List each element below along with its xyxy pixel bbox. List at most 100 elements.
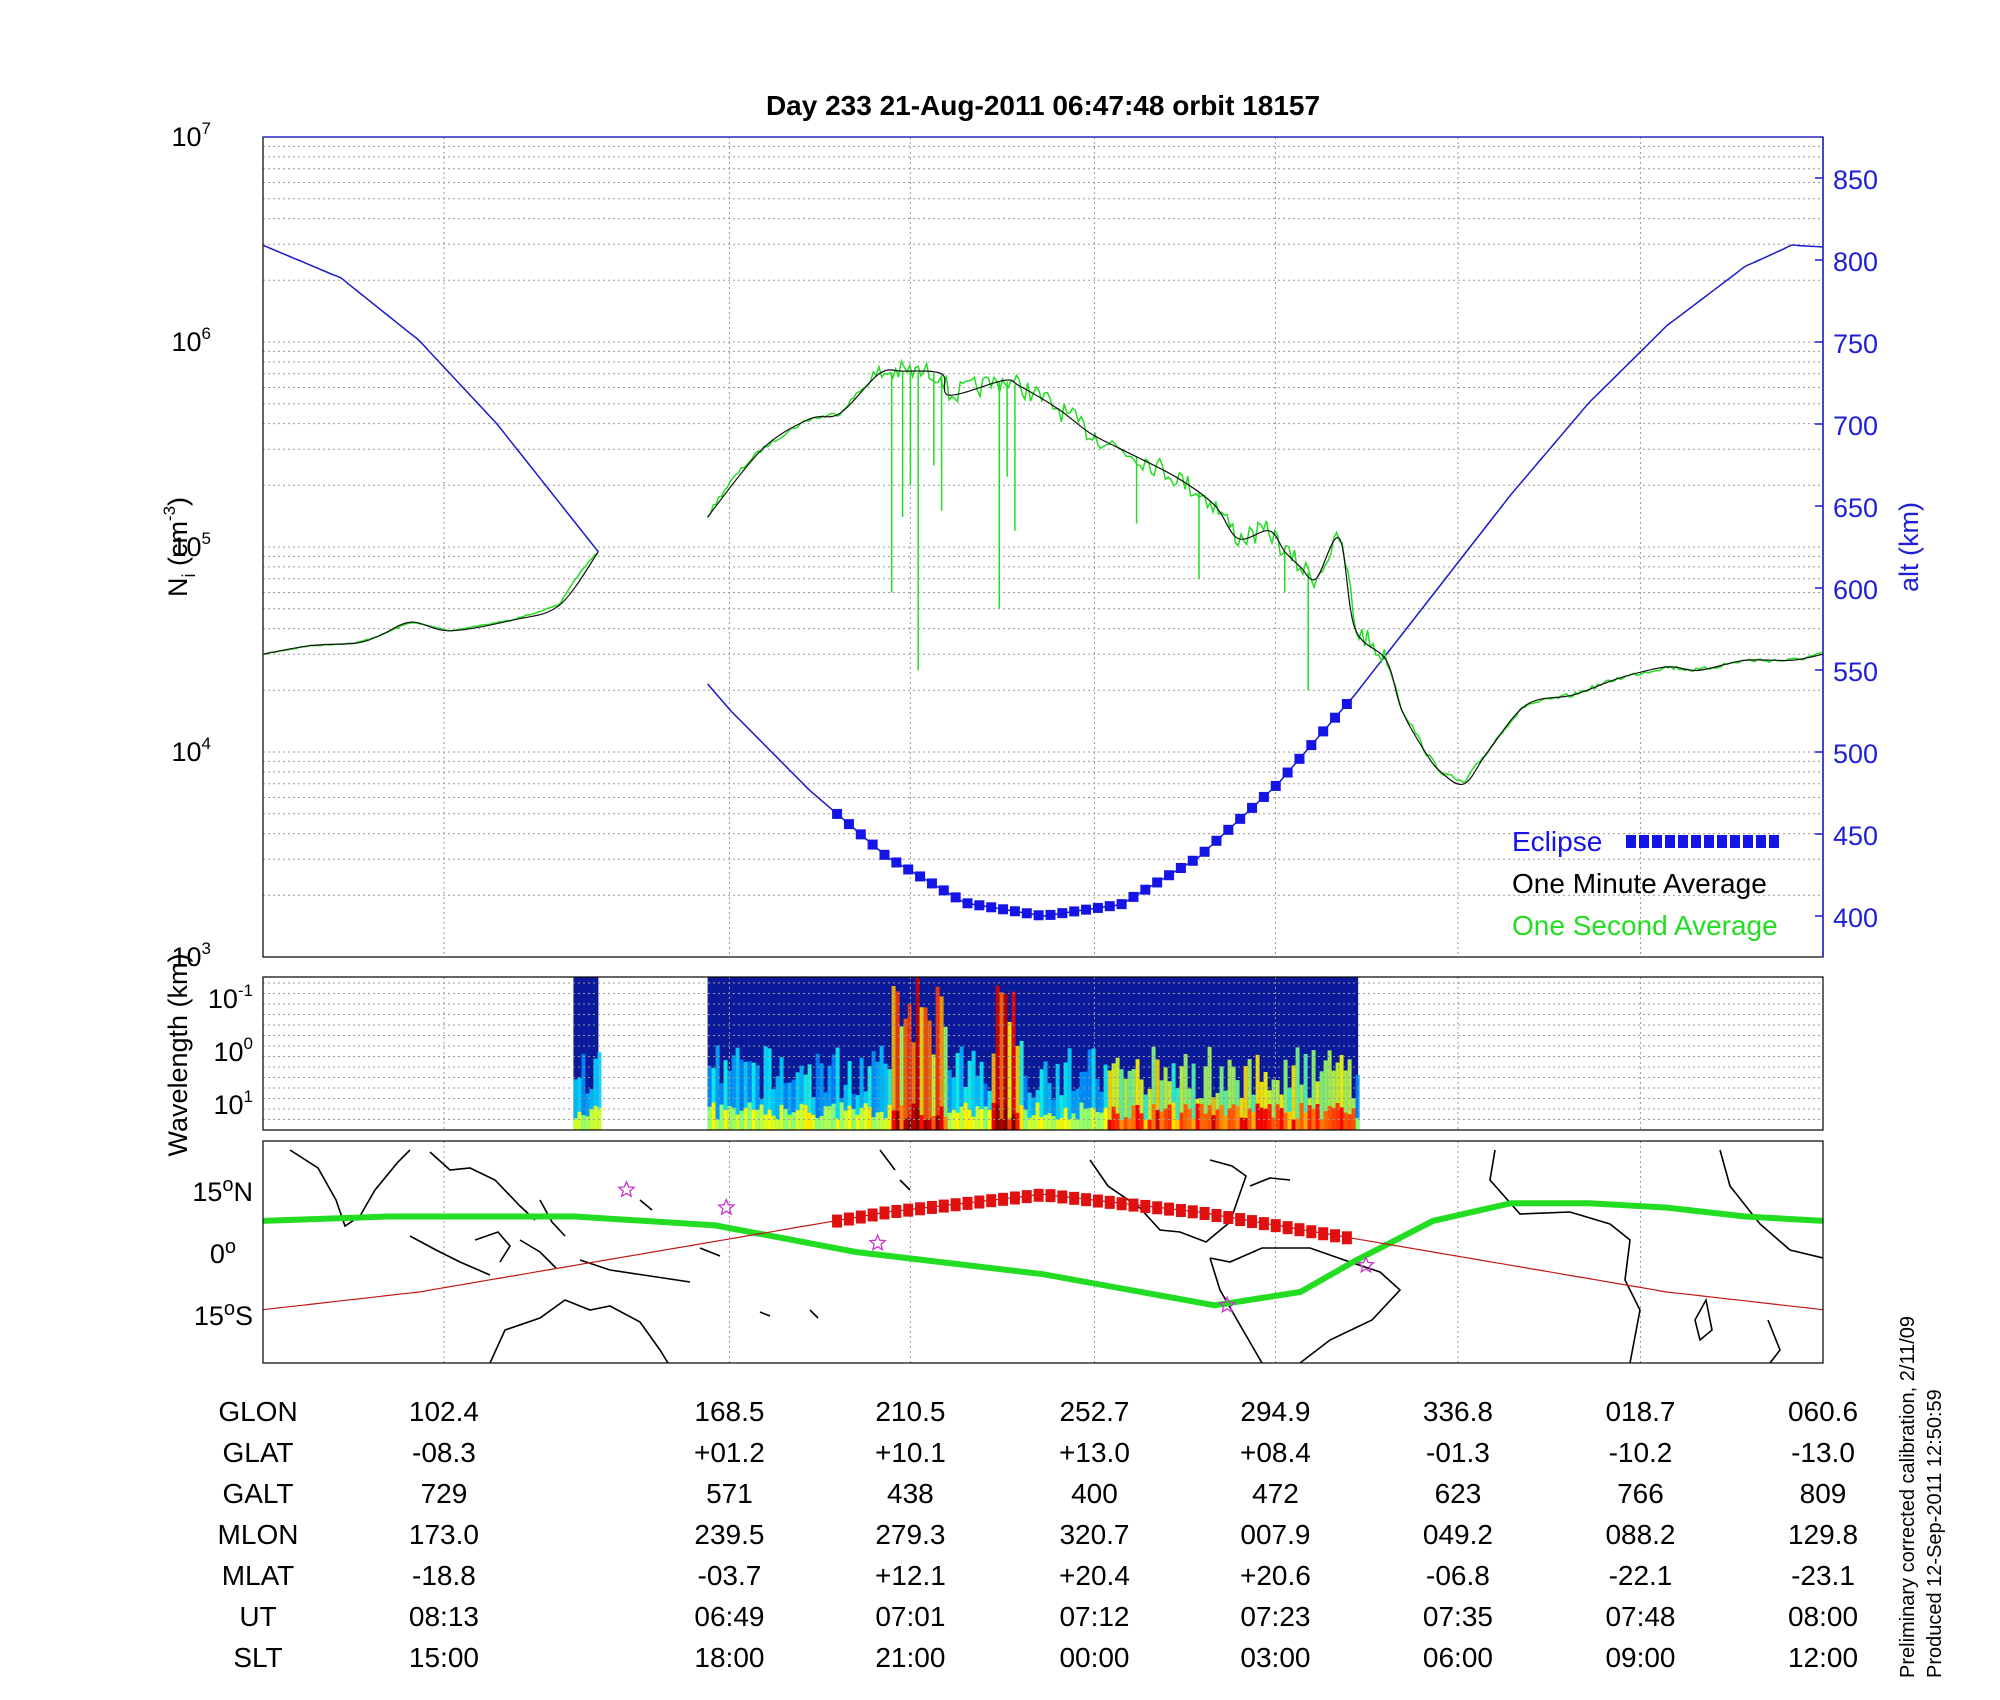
spectrogram-column-base <box>1179 1112 1184 1130</box>
eclipse-track-marker <box>998 1192 1009 1206</box>
spectrogram-column-base <box>1183 1104 1188 1130</box>
eclipse-marker <box>986 902 997 913</box>
spectrogram-column <box>1071 1090 1076 1130</box>
spectrogram-column-base <box>1083 1108 1088 1130</box>
coast-south-america <box>1209 1247 1402 1363</box>
spectrogram-column <box>947 1069 952 1130</box>
spectrogram-column <box>787 1082 792 1130</box>
spectrogram-column <box>1015 1045 1020 1130</box>
spectrogram-column <box>755 1065 760 1130</box>
eclipse-marker <box>1187 855 1198 866</box>
spectrogram-column-base <box>1139 1113 1144 1130</box>
spectrogram-column-base <box>1319 1119 1324 1130</box>
alt-tick-750: 750 <box>1833 329 1878 359</box>
spectrogram-column <box>775 1076 780 1130</box>
legend-eclipse-square <box>1665 835 1675 848</box>
spectrogram-column <box>1079 1071 1084 1130</box>
spectrogram-column-base <box>835 1118 840 1130</box>
spectrogram-column-base <box>573 1118 578 1130</box>
one-second-spikes <box>890 371 1309 691</box>
spectrogram-column-base <box>1027 1117 1032 1130</box>
spectrogram-column-base <box>1339 1107 1344 1130</box>
spectrogram-column <box>895 991 900 1130</box>
spectrogram-column <box>1095 1078 1100 1130</box>
eclipse-track-marker <box>1318 1227 1329 1241</box>
eclipse-track-marker <box>1175 1203 1186 1217</box>
eclipse-marker <box>1294 753 1305 764</box>
spectrogram-column <box>727 1070 732 1130</box>
legend-eclipse-square <box>1743 835 1753 848</box>
spectrogram-column-base <box>1315 1103 1320 1130</box>
eclipse-track-marker <box>1140 1199 1151 1213</box>
spectrogram-ticks: 10-1 100 101 <box>208 981 253 1120</box>
table-cell: -01.3 <box>1426 1437 1490 1468</box>
eclipse-track-marker <box>915 1202 926 1216</box>
spectrogram-column-base <box>923 1119 928 1130</box>
spectrogram-column <box>875 1061 880 1130</box>
eclipse-track-marker <box>867 1208 878 1222</box>
spectrogram-column <box>1331 1070 1336 1130</box>
spectrogram-column <box>1171 1063 1176 1130</box>
eclipse-track-marker <box>879 1206 890 1220</box>
ytick-1e7: 107 <box>171 119 211 152</box>
spectrogram-column <box>1255 1054 1260 1130</box>
spectrogram-column-base <box>1307 1105 1312 1130</box>
legend-eclipse-square <box>1730 835 1740 848</box>
spectrogram-column-base <box>1211 1115 1216 1130</box>
one-minute-average-line-right <box>707 369 1823 786</box>
spectrogram-column-base <box>807 1112 812 1130</box>
ytick-1e4: 104 <box>171 734 211 767</box>
spectrogram-column <box>715 1045 720 1130</box>
spectrogram-column <box>1259 1081 1264 1130</box>
spectrogram-column-base <box>1327 1106 1332 1130</box>
density-grid <box>263 136 1823 958</box>
spectrogram-column-base <box>739 1110 744 1130</box>
spectrogram-column <box>871 1051 876 1130</box>
spectrogram-column-base <box>771 1115 776 1130</box>
spectrogram-column <box>951 1077 956 1130</box>
eclipse-marker <box>1318 726 1329 737</box>
eclipse-marker <box>1033 910 1044 921</box>
spectrogram-column-base <box>1347 1114 1352 1130</box>
eclipse-markers <box>832 698 1352 921</box>
spectrogram-column-base <box>1087 1107 1092 1130</box>
spectrogram-column-base <box>935 1115 940 1130</box>
spectrogram-column-base <box>1175 1119 1180 1130</box>
spectrogram-column-base <box>819 1116 824 1130</box>
spectrogram-column-base <box>577 1111 582 1130</box>
spectrogram-column-base <box>843 1110 848 1130</box>
spectrogram-column-base <box>1243 1117 1248 1130</box>
spectrogram-column-base <box>823 1106 828 1130</box>
spectrogram-column-base <box>1255 1103 1260 1130</box>
chart-title: Day 233 21-Aug-2011 06:47:48 orbit 18157 <box>766 90 1320 121</box>
eclipse-marker <box>1258 791 1269 802</box>
table-cell: 07:01 <box>875 1601 945 1632</box>
table-cell: +13.0 <box>1059 1437 1130 1468</box>
eclipse-marker <box>938 885 949 896</box>
spectrogram-column <box>915 977 920 1130</box>
spectrogram-column <box>739 1059 744 1130</box>
spectrogram-column-base <box>715 1119 720 1130</box>
spectrogram-column <box>723 1060 728 1130</box>
table-cell: 06:00 <box>1423 1642 1493 1673</box>
spectrogram-column-base <box>1015 1112 1020 1130</box>
eclipse-track-marker <box>1021 1190 1032 1204</box>
spectrogram-column-base <box>1071 1113 1076 1130</box>
spec-ytick-1: 100 <box>213 1034 253 1067</box>
spectrogram-column-base <box>581 1115 586 1130</box>
spectrogram-column <box>799 1065 804 1130</box>
spectrogram-column-base <box>597 1107 602 1130</box>
eclipse-marker <box>879 849 890 860</box>
spectrogram-column-base <box>1059 1118 1064 1130</box>
table-cell: 09:00 <box>1605 1642 1675 1673</box>
spectrogram-column <box>1355 1074 1360 1130</box>
spectrogram-column <box>1123 1078 1128 1130</box>
spectrogram-column <box>1039 1069 1044 1130</box>
table-cell: 07:35 <box>1423 1601 1493 1632</box>
spectrogram-column-base <box>1067 1118 1072 1130</box>
eclipse-track-markers <box>832 1188 1352 1245</box>
spectrogram-column <box>1203 1066 1208 1130</box>
eclipse-marker <box>1104 901 1115 912</box>
spec-ytick-0: 10-1 <box>208 981 253 1014</box>
spectrogram-column-base <box>1231 1104 1236 1130</box>
